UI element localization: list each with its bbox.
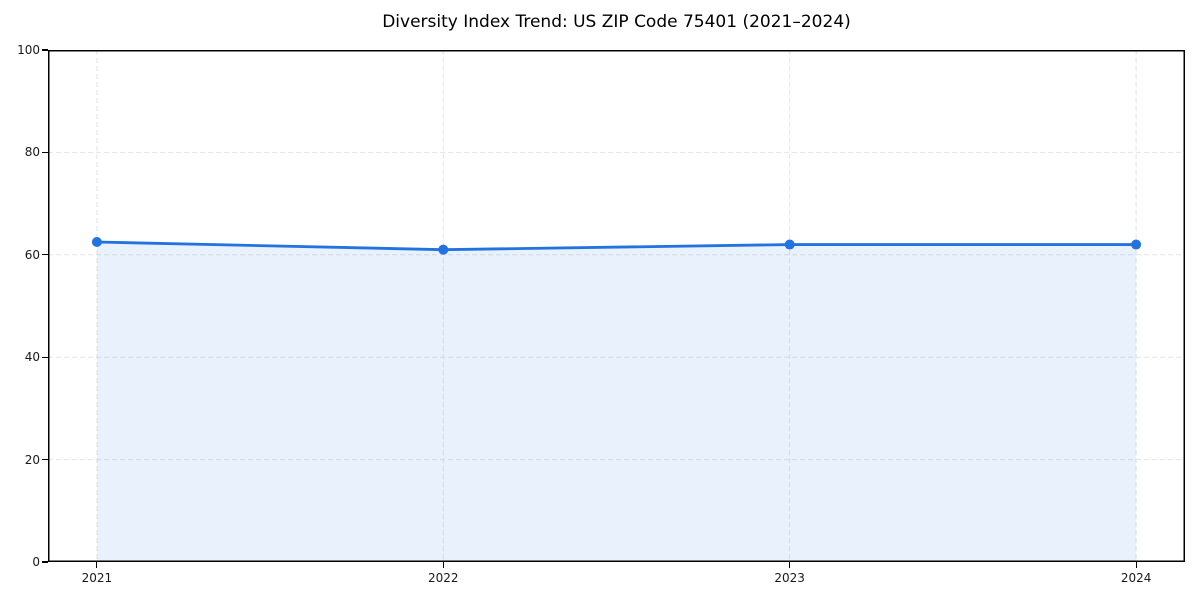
x-tick-label: 2023 bbox=[774, 571, 805, 585]
x-tick-label: 2024 bbox=[1120, 571, 1152, 585]
y-tick-mark bbox=[42, 356, 48, 358]
y-tick-label: 60 bbox=[24, 247, 40, 262]
line-area-chart bbox=[48, 50, 1185, 562]
x-tick-label: 2021 bbox=[81, 571, 113, 585]
x-tick-label: 2022 bbox=[428, 571, 459, 585]
x-tick-mark bbox=[1135, 562, 1137, 568]
y-tick-label: 0 bbox=[32, 555, 40, 569]
x-tick-mark bbox=[789, 562, 791, 568]
data-point-marker bbox=[91, 237, 102, 247]
y-tick-label: 20 bbox=[24, 452, 40, 467]
data-point-marker bbox=[438, 244, 449, 255]
y-tick-label: 80 bbox=[24, 145, 40, 160]
y-tick-label: 100 bbox=[17, 43, 40, 57]
area-fill bbox=[96, 242, 1137, 562]
y-tick-label: 40 bbox=[24, 350, 40, 365]
data-point-marker bbox=[784, 239, 795, 250]
y-tick-mark bbox=[42, 561, 48, 563]
y-tick-mark bbox=[42, 459, 48, 461]
y-tick-mark bbox=[42, 49, 48, 51]
x-tick-mark bbox=[96, 562, 98, 568]
x-tick-mark bbox=[442, 562, 444, 568]
y-tick-mark bbox=[42, 254, 48, 256]
chart-title: Diversity Index Trend: US ZIP Code 75401… bbox=[382, 12, 851, 32]
y-tick-mark bbox=[42, 151, 48, 153]
trend-line bbox=[95, 240, 1138, 252]
plot-border bbox=[48, 50, 1185, 562]
data-point-marker bbox=[1131, 239, 1142, 250]
